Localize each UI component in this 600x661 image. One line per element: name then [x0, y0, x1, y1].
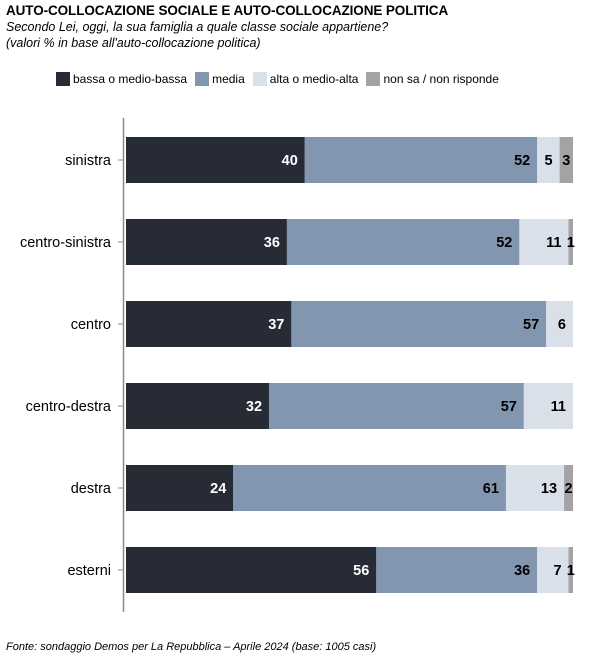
- category-label-centro: centro: [71, 317, 111, 333]
- legend-swatch: [366, 72, 381, 86]
- bar-esterni-0: [126, 547, 377, 593]
- legend-label: alta o medio-alta: [269, 72, 359, 86]
- data-label-centro-sinistra-1: 52: [496, 235, 512, 251]
- legend-item-1: media: [195, 72, 245, 86]
- bar-centro-sinistra-3: [568, 219, 573, 265]
- bar-centro-sinistra-0: [126, 219, 287, 265]
- bar-sinistra-1: [304, 137, 538, 183]
- bar-destra-2: [505, 465, 565, 511]
- chart-subtitle: Secondo Lei, oggi, la sua famiglia a qua…: [6, 20, 389, 34]
- bar-esterni-1: [376, 547, 538, 593]
- legend-label: non sa / non risponde: [383, 72, 499, 86]
- data-label-destra-0: 24: [210, 481, 226, 497]
- data-label-centro-destra-0: 32: [246, 399, 262, 415]
- legend-swatch: [252, 72, 267, 86]
- legend-item-3: non sa / non risponde: [366, 72, 499, 86]
- data-label-sinistra-2: 5: [545, 153, 553, 169]
- category-label-destra: destra: [71, 481, 112, 497]
- data-label-centro-destra-1: 57: [501, 399, 517, 415]
- bar-esterni-3: [568, 547, 573, 593]
- legend-item-0: bassa o medio-bassa: [56, 72, 187, 86]
- bar-esterni-2: [537, 547, 569, 593]
- bar-sinistra-3: [559, 137, 573, 183]
- bar-centro-1: [291, 301, 547, 347]
- data-label-centro-destra-2: 11: [551, 399, 566, 415]
- bar-centro-sinistra-2: [519, 219, 569, 265]
- data-label-centro-1: 57: [523, 317, 539, 333]
- data-label-sinistra-1: 52: [514, 153, 530, 169]
- data-label-destra-2: 13: [541, 481, 557, 497]
- data-label-destra-3: 2: [564, 481, 572, 497]
- chart-legend: bassa o medio-bassa media alta o medio-alt…: [56, 72, 507, 86]
- data-label-centro-0: 37: [268, 317, 284, 333]
- category-label-esterni: esterni: [67, 563, 111, 579]
- bar-centro-destra-1: [269, 383, 524, 429]
- data-label-destra-1: 61: [483, 481, 499, 497]
- data-label-centro-sinistra-0: 36: [264, 235, 280, 251]
- chart-title: AUTO-COLLOCAZIONE SOCIALE E AUTO-COLLOCA…: [6, 3, 449, 18]
- bar-destra-3: [564, 465, 573, 511]
- bar-destra-1: [233, 465, 506, 511]
- data-label-sinistra-0: 40: [282, 153, 298, 169]
- data-label-esterni-3: 1: [567, 563, 575, 579]
- bar-centro-sinistra-1: [286, 219, 520, 265]
- legend-item-2: alta o medio-alta: [252, 72, 359, 86]
- chart-subtitle-note: (valori % in base all'auto-collocazione …: [6, 36, 261, 50]
- legend-label: media: [212, 72, 245, 86]
- category-label-sinistra: sinistra: [65, 153, 112, 169]
- category-label-centro-sinistra: centro-sinistra: [20, 235, 112, 251]
- bar-centro-destra-2: [523, 383, 573, 429]
- bar-centro-2: [546, 301, 573, 347]
- legend-swatch: [195, 72, 210, 86]
- data-label-esterni-1: 36: [514, 563, 530, 579]
- category-label-centro-destra: centro-destra: [26, 399, 112, 415]
- bar-sinistra-0: [126, 137, 305, 183]
- data-label-sinistra-3: 3: [562, 153, 570, 169]
- bar-sinistra-2: [537, 137, 560, 183]
- data-label-esterni-0: 56: [353, 563, 369, 579]
- chart-source: Fonte: sondaggio Demos per La Repubblica…: [6, 641, 377, 653]
- bar-centro-0: [126, 301, 292, 347]
- bar-centro-destra-0: [126, 383, 270, 429]
- legend-label: bassa o medio-bassa: [73, 72, 188, 86]
- legend-swatch: [56, 72, 70, 86]
- data-label-centro-sinistra-3: 1: [567, 235, 575, 251]
- bar-destra-0: [126, 465, 234, 511]
- data-label-centro-sinistra-2: 11: [546, 235, 561, 251]
- data-label-centro-2: 6: [558, 317, 566, 333]
- data-label-esterni-2: 7: [553, 563, 561, 579]
